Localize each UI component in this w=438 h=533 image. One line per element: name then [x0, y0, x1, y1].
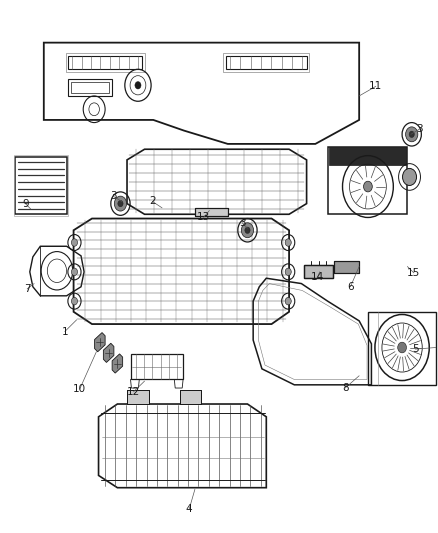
- Circle shape: [409, 131, 414, 138]
- Circle shape: [241, 223, 254, 238]
- Polygon shape: [127, 390, 149, 404]
- Circle shape: [245, 227, 250, 233]
- Text: 9: 9: [22, 199, 29, 208]
- Circle shape: [114, 196, 127, 211]
- Text: 13: 13: [197, 213, 210, 222]
- Polygon shape: [304, 265, 333, 278]
- Circle shape: [285, 297, 291, 305]
- Polygon shape: [328, 147, 406, 165]
- Text: 3: 3: [239, 218, 246, 228]
- Text: 10: 10: [73, 384, 86, 394]
- Text: 7: 7: [24, 284, 31, 294]
- Polygon shape: [112, 354, 123, 373]
- Text: 6: 6: [347, 282, 354, 292]
- Polygon shape: [180, 390, 201, 404]
- Text: 2: 2: [149, 197, 156, 206]
- Text: 4: 4: [186, 504, 193, 514]
- Text: 5: 5: [412, 344, 419, 354]
- Polygon shape: [334, 261, 359, 273]
- Circle shape: [135, 82, 141, 89]
- Text: 3: 3: [110, 191, 117, 201]
- Circle shape: [364, 181, 372, 192]
- Circle shape: [71, 239, 78, 246]
- Text: 1: 1: [61, 327, 68, 336]
- Text: 11: 11: [369, 82, 382, 91]
- Text: 14: 14: [311, 272, 324, 282]
- Polygon shape: [95, 333, 105, 352]
- Circle shape: [285, 239, 291, 246]
- Circle shape: [403, 168, 417, 185]
- Circle shape: [285, 268, 291, 276]
- Circle shape: [406, 127, 418, 142]
- Circle shape: [71, 297, 78, 305]
- Polygon shape: [195, 208, 228, 216]
- Text: 15: 15: [407, 268, 420, 278]
- Circle shape: [71, 268, 78, 276]
- Text: 8: 8: [342, 383, 349, 393]
- Polygon shape: [103, 343, 114, 362]
- Text: 12: 12: [127, 387, 140, 397]
- Text: 3: 3: [416, 124, 423, 134]
- Circle shape: [118, 200, 123, 207]
- Circle shape: [398, 342, 406, 353]
